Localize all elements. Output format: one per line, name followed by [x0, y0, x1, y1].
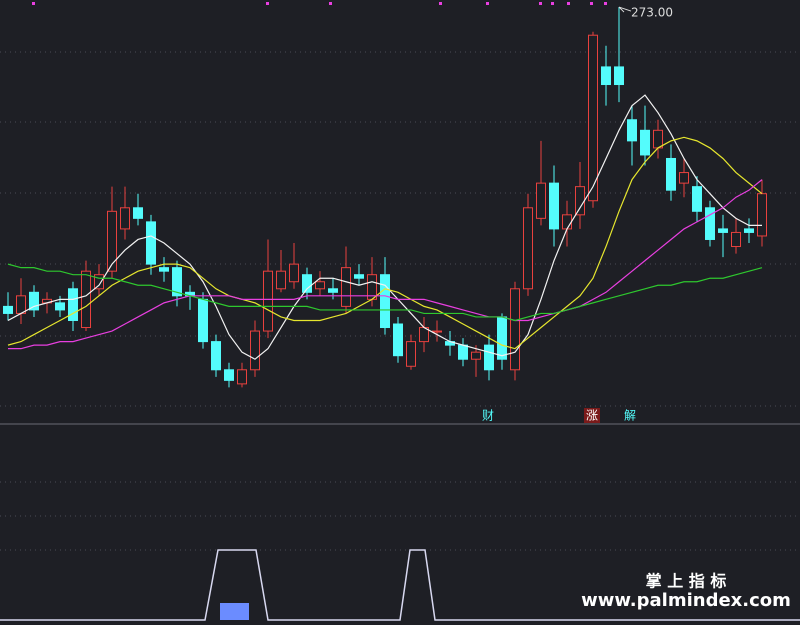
candle-body — [263, 270, 273, 332]
candle-body — [250, 330, 260, 371]
candle-body — [146, 221, 156, 265]
candle-body — [172, 267, 182, 297]
candle-body — [614, 66, 624, 86]
candle-body — [432, 330, 442, 333]
signal-dots — [32, 2, 607, 5]
candle-body — [276, 270, 286, 290]
watermark-url: www.palmindex.com — [581, 590, 791, 611]
candle-body — [705, 207, 715, 240]
candle-body — [55, 302, 65, 311]
candle-body — [237, 369, 247, 385]
indicator-line — [0, 549, 800, 621]
watermark-bg — [580, 568, 790, 616]
candle-body — [315, 281, 325, 290]
candle-body — [601, 66, 611, 86]
candle-body — [744, 228, 754, 233]
candle-body — [289, 263, 299, 283]
grid — [0, 51, 800, 551]
candle-body — [341, 267, 351, 307]
signal-label: 涨 — [586, 408, 598, 423]
max-label: 273.00 — [631, 6, 673, 20]
candle-body — [328, 288, 338, 293]
candle-body — [29, 291, 39, 311]
signal-bg — [480, 408, 496, 423]
indicator-block — [220, 603, 249, 620]
candle-body — [523, 207, 533, 290]
max-arrow — [618, 6, 632, 13]
candle-body — [354, 274, 364, 279]
candle-body — [393, 323, 403, 357]
candle-body — [3, 305, 13, 314]
signal-label: 财 — [482, 409, 494, 423]
candle-body — [471, 351, 481, 360]
candle-body — [666, 157, 676, 191]
candle-body — [510, 288, 520, 371]
candle-body — [640, 129, 650, 156]
candle-body — [536, 182, 546, 219]
candle-body — [133, 207, 143, 219]
candle-body — [757, 193, 767, 237]
signal-label: 解 — [624, 409, 636, 423]
candle-body — [16, 295, 26, 314]
candle-body — [588, 34, 598, 202]
candle-body — [406, 341, 416, 367]
candle-body — [458, 344, 468, 360]
ma-line — [7, 94, 762, 360]
signal-dot — [439, 2, 442, 5]
signal-bg — [584, 408, 600, 423]
signal-dot — [590, 2, 593, 5]
candle-body — [575, 186, 585, 216]
candle-body — [497, 316, 507, 360]
candle-body — [94, 274, 104, 290]
signal-dot — [551, 2, 554, 5]
ma-line — [7, 263, 763, 322]
signal-dot — [567, 2, 570, 5]
candle-body — [107, 210, 117, 272]
candle-body — [120, 207, 130, 230]
signal-dot — [486, 2, 489, 5]
candle-body — [159, 267, 169, 272]
signal-dot — [32, 2, 35, 5]
candle-body — [302, 274, 312, 293]
candle-body — [68, 288, 78, 321]
signal-dot — [539, 2, 542, 5]
plot: 273.00 财 涨 解 — [3, 6, 767, 423]
candle-body — [653, 129, 663, 149]
candle-body — [211, 341, 221, 371]
signal-bg — [622, 408, 638, 423]
candle-body — [692, 186, 702, 212]
candle-body — [718, 228, 728, 233]
candle-body — [627, 119, 637, 142]
ma-line — [8, 179, 763, 350]
candle-body — [549, 182, 559, 230]
ma-line — [7, 136, 763, 350]
candle-body — [380, 274, 390, 329]
signal-dot — [604, 2, 607, 5]
candle-body — [731, 231, 741, 248]
candle-body — [81, 270, 91, 329]
signal-dot — [329, 2, 332, 5]
candle-body — [484, 344, 494, 371]
candle-body — [224, 369, 234, 381]
candle-body — [198, 298, 208, 343]
candle-body — [562, 214, 572, 230]
candle-body — [679, 172, 689, 184]
watermark-title: 掌 上 指 标 — [646, 572, 727, 591]
signal-dot — [266, 2, 269, 5]
